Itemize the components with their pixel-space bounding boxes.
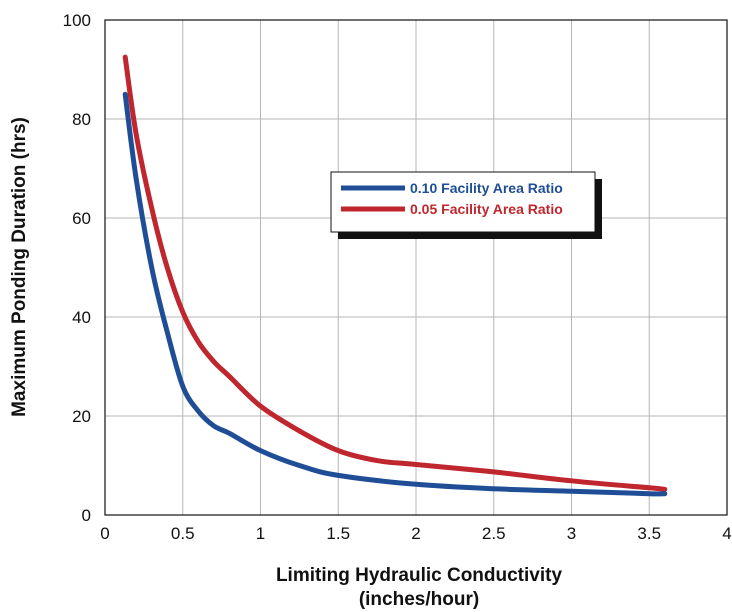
plot-frame xyxy=(104,19,728,516)
x-axis-ticks: 0 0.5 1 1.5 2 2.5 3 3.5 4 xyxy=(100,524,731,543)
y-axis-label: Maximum Ponding Duration (hrs) xyxy=(9,117,30,417)
x-tick-label: 3 xyxy=(567,524,576,543)
x-tick-label: 3.5 xyxy=(637,524,661,543)
x-tick-label: 2 xyxy=(411,524,420,543)
series-line-0.10-ratio xyxy=(122,91,668,497)
series-line-0.05-ratio xyxy=(122,54,668,492)
legend: 0.10 Facility Area Ratio 0.05 Facility A… xyxy=(330,171,602,239)
x-tick-label: 0.5 xyxy=(171,524,195,543)
x-tick-label: 2.5 xyxy=(482,524,506,543)
legend-box xyxy=(330,171,596,233)
x-tick-label: 4 xyxy=(722,524,731,543)
x-tick-label: 0 xyxy=(100,524,109,543)
y-tick-label: 80 xyxy=(72,110,91,129)
y-tick-label: 60 xyxy=(72,209,91,228)
x-axis-label-line1: Limiting Hydraulic Conductivity xyxy=(276,565,563,586)
legend-label-0.05-ratio: 0.05 Facility Area Ratio xyxy=(410,201,563,217)
y-tick-label: 100 xyxy=(63,11,91,30)
series-lines xyxy=(122,54,668,497)
x-axis-label-line2: (inches/hour) xyxy=(359,589,479,610)
grid-lines xyxy=(104,19,728,516)
y-tick-label: 40 xyxy=(72,308,91,327)
y-tick-label: 0 xyxy=(82,506,91,525)
y-tick-label: 20 xyxy=(72,407,91,426)
y-axis-ticks: 0 20 40 60 80 100 xyxy=(63,11,91,525)
x-tick-label: 1.5 xyxy=(326,524,350,543)
legend-label-0.10-ratio: 0.10 Facility Area Ratio xyxy=(410,180,563,196)
x-tick-label: 1 xyxy=(256,524,265,543)
